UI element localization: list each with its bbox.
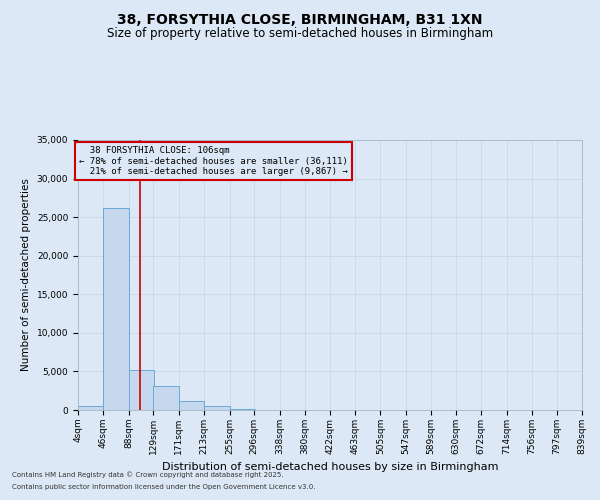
Text: Contains public sector information licensed under the Open Government Licence v3: Contains public sector information licen…	[12, 484, 316, 490]
Bar	[103, 208, 129, 410]
Text: 38, FORSYTHIA CLOSE, BIRMINGHAM, B31 1XN: 38, FORSYTHIA CLOSE, BIRMINGHAM, B31 1XN	[117, 12, 483, 26]
X-axis label: Distribution of semi-detached houses by size in Birmingham: Distribution of semi-detached houses by …	[162, 462, 498, 472]
Text: Size of property relative to semi-detached houses in Birmingham: Size of property relative to semi-detach…	[107, 28, 493, 40]
Bar	[154, 386, 179, 410]
Bar	[78, 406, 103, 410]
Text: Contains HM Land Registry data © Crown copyright and database right 2025.: Contains HM Land Registry data © Crown c…	[12, 471, 284, 478]
Bar	[129, 370, 154, 410]
Bar	[230, 409, 255, 410]
Bar	[179, 401, 204, 410]
Text: 38 FORSYTHIA CLOSE: 106sqm
← 78% of semi-detached houses are smaller (36,111)
  : 38 FORSYTHIA CLOSE: 106sqm ← 78% of semi…	[79, 146, 348, 176]
Y-axis label: Number of semi-detached properties: Number of semi-detached properties	[21, 178, 31, 372]
Bar	[204, 406, 230, 410]
